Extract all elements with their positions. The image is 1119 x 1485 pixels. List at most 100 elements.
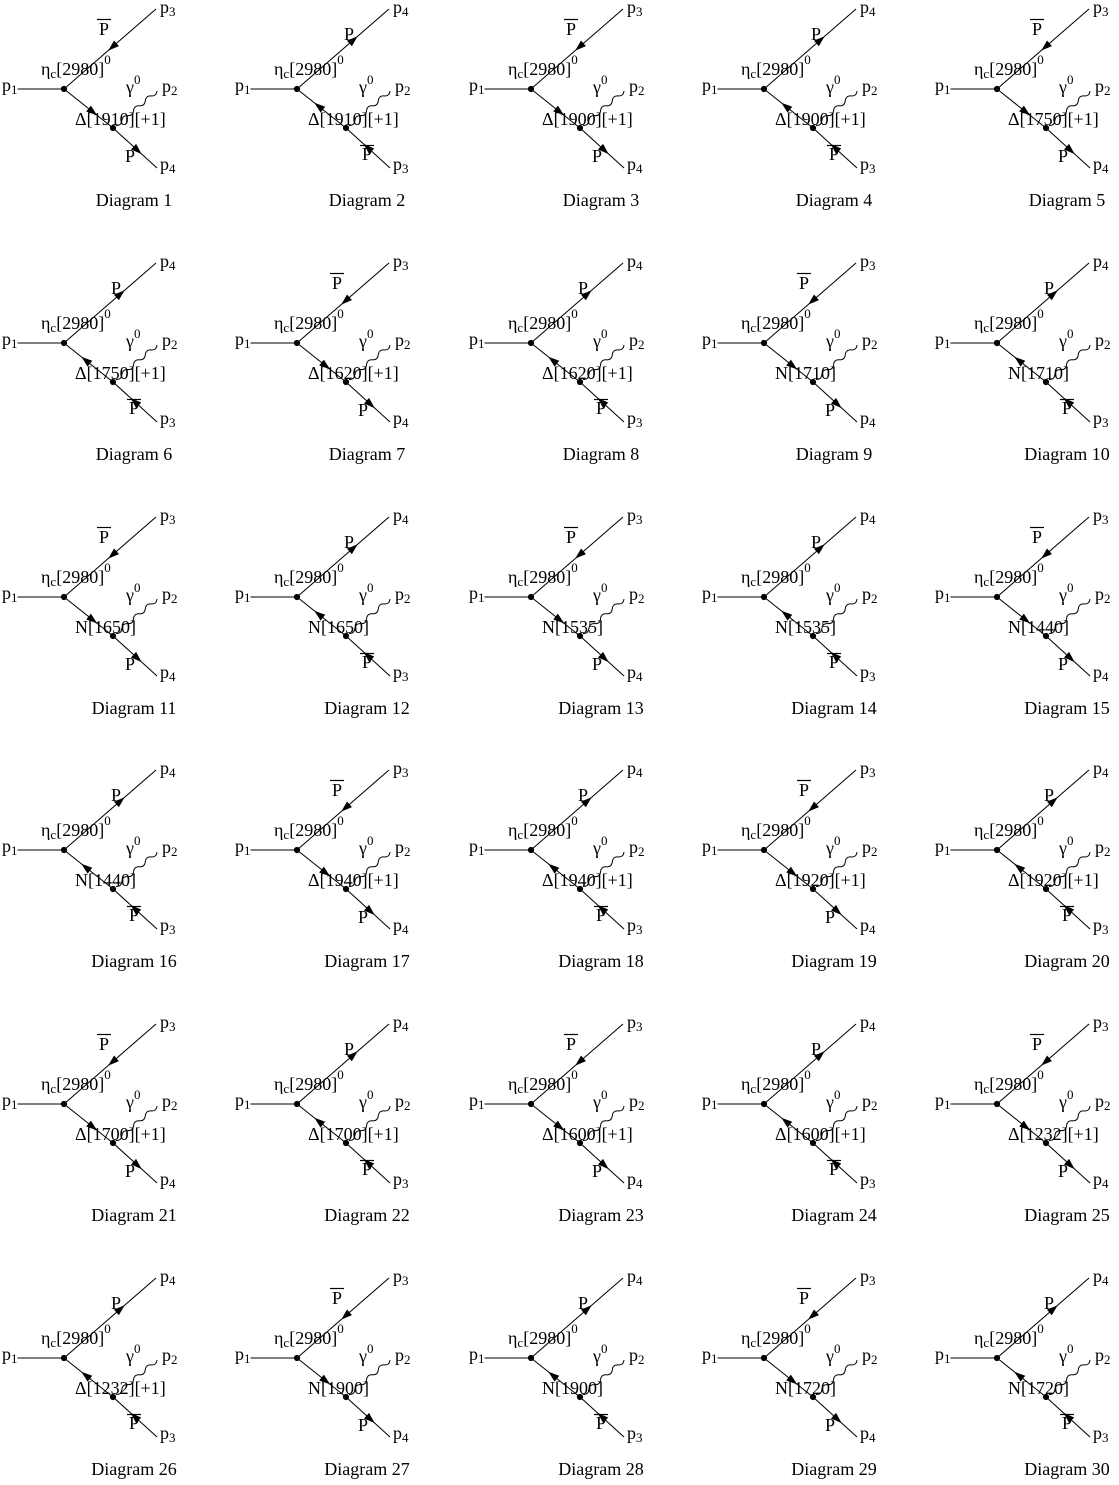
top-outgoing-line bbox=[530, 769, 623, 851]
bottom-particle-label: P bbox=[1058, 1161, 1068, 1181]
top-particle-label: P bbox=[332, 780, 342, 800]
propagator-arrow-icon bbox=[314, 1117, 326, 1128]
propagator-arrow-icon bbox=[781, 610, 793, 621]
bottom-particle-label: P bbox=[591, 654, 601, 674]
incoming-momentum-label: p1 bbox=[469, 583, 485, 605]
photon-label: γ0 bbox=[125, 833, 140, 858]
top-momentum-label: p4 bbox=[393, 508, 409, 527]
bottom-line-arrow-icon bbox=[597, 1412, 608, 1424]
photon-wavy-line bbox=[815, 598, 858, 634]
photon-wavy-line bbox=[1048, 852, 1091, 888]
top-momentum-label: p3 bbox=[627, 1015, 643, 1034]
primary-vertex-dot bbox=[527, 1354, 534, 1362]
primary-vertex-dot bbox=[760, 339, 767, 346]
top-particle-label: P bbox=[99, 1034, 109, 1054]
initial-state-label: ηc[2980]0 bbox=[508, 813, 578, 842]
propagator-arrow-icon bbox=[319, 1374, 331, 1385]
photon-label: γ0 bbox=[825, 1087, 840, 1112]
initial-state-label: ηc[2980]0 bbox=[741, 560, 811, 589]
feynman-diagram-cell-29: p1 ηc[2980]0 P p3 γ0 p2 N[1720] P p4 Dia… bbox=[700, 1266, 933, 1485]
initial-state-label: ηc[2980]0 bbox=[974, 813, 1044, 842]
bottom-particle-label: P bbox=[129, 398, 139, 418]
propagator-arrow-icon bbox=[1019, 1120, 1031, 1131]
resonance-label: Δ[1920][+1] bbox=[1008, 870, 1099, 890]
top-outgoing-line bbox=[296, 516, 390, 597]
primary-vertex-dot bbox=[294, 1101, 301, 1108]
photon-label: γ0 bbox=[1058, 1087, 1073, 1112]
resonance-label: Δ[1750][+1] bbox=[75, 363, 166, 383]
feynman-diagram: p1 ηc[2980]0 P p4 γ0 p2 N[1650] P p3 Dia… bbox=[235, 505, 411, 718]
bottom-line-arrow-icon bbox=[1063, 905, 1075, 916]
primary-vertex-dot bbox=[60, 339, 68, 346]
feynman-diagram: p1 ηc[2980]0 P p3 γ0 p2 N[1535] P p4 Dia… bbox=[469, 505, 645, 718]
top-momentum-label: p3 bbox=[860, 254, 876, 273]
resonance-label: Δ[1620][+1] bbox=[308, 363, 399, 383]
diagram-caption: Diagram 5 bbox=[1029, 190, 1105, 210]
incoming-momentum-label: p1 bbox=[469, 329, 485, 351]
top-particle-label: P bbox=[577, 278, 587, 298]
top-momentum-label: p3 bbox=[160, 508, 176, 527]
photon-momentum-label: p2 bbox=[1095, 1091, 1111, 1113]
secondary-vertex-dot bbox=[109, 1393, 117, 1401]
top-line-arrow-icon bbox=[341, 801, 353, 812]
bottom-particle-label: P bbox=[1062, 905, 1072, 925]
bottom-particle-label: P bbox=[129, 1413, 139, 1433]
bottom-particle-label: P bbox=[825, 1415, 835, 1435]
feynman-diagram: p1 ηc[2980]0 P p4 γ0 p2 Δ[1700][+1] P p3… bbox=[235, 1012, 411, 1225]
feynman-diagram: p1 ηc[2980]0 P p3 γ0 p2 Δ[1940][+1] P p4… bbox=[235, 758, 411, 971]
bottom-momentum-label: p3 bbox=[627, 1423, 643, 1445]
diagram-caption: Diagram 13 bbox=[558, 698, 643, 718]
photon-wavy-line bbox=[815, 1106, 858, 1142]
primary-vertex-dot bbox=[993, 847, 1001, 854]
bottom-momentum-label: p3 bbox=[1093, 1423, 1109, 1445]
diagram-caption: Diagram 21 bbox=[91, 1205, 176, 1225]
propagator-arrow-icon bbox=[1014, 1371, 1026, 1382]
top-line-arrow-icon bbox=[347, 543, 358, 554]
top-particle-label: P bbox=[111, 1293, 121, 1313]
photon-label: γ0 bbox=[825, 833, 840, 858]
bottom-momentum-label: p3 bbox=[393, 1169, 409, 1191]
initial-state-label: ηc[2980]0 bbox=[274, 1067, 344, 1096]
top-line-arrow-icon bbox=[574, 1055, 586, 1066]
propagator-arrow-icon bbox=[314, 610, 326, 621]
initial-state-label: ηc[2980]0 bbox=[508, 52, 578, 81]
secondary-vertex-dot bbox=[576, 632, 583, 639]
diagram-caption: Diagram 26 bbox=[91, 1459, 176, 1479]
propagator-arrow-icon bbox=[81, 864, 93, 874]
incoming-momentum-label: p1 bbox=[702, 75, 718, 97]
top-outgoing-line bbox=[763, 8, 857, 90]
incoming-momentum-label: p1 bbox=[702, 1344, 718, 1366]
feynman-diagram: p1 ηc[2980]0 P p3 γ0 p2 Δ[1920][+1] P p4… bbox=[702, 758, 878, 971]
bottom-line-arrow-icon bbox=[364, 1412, 375, 1424]
feynman-diagram-cell-25: p1 ηc[2980]0 P p3 γ0 p2 Δ[1232][+1] P p4… bbox=[933, 1012, 1119, 1269]
top-particle-label: P bbox=[799, 780, 809, 800]
top-momentum-label: p4 bbox=[1093, 761, 1109, 780]
top-line-arrow-icon bbox=[813, 1051, 825, 1062]
photon-label: γ0 bbox=[1058, 833, 1073, 858]
propagator-arrow-icon bbox=[547, 356, 559, 367]
incoming-momentum-label: p1 bbox=[702, 583, 718, 605]
bottom-line-arrow-icon bbox=[363, 651, 375, 662]
bottom-line-arrow-icon bbox=[830, 143, 841, 155]
feynman-diagram-cell-6: p1 ηc[2980]0 P p4 γ0 p2 Δ[1750][+1] P p3… bbox=[0, 251, 233, 508]
photon-wavy-line bbox=[815, 344, 858, 380]
incoming-momentum-label: p1 bbox=[469, 836, 485, 858]
top-particle-label: P bbox=[799, 273, 809, 293]
top-line-arrow-icon bbox=[813, 36, 825, 47]
resonance-label: Δ[1600][+1] bbox=[775, 1124, 866, 1144]
top-particle-label: P bbox=[1032, 19, 1042, 39]
top-particle-label: P bbox=[565, 1034, 575, 1054]
bottom-particle-label: P bbox=[591, 1161, 601, 1181]
photon-wavy-line bbox=[115, 1106, 158, 1142]
resonance-label: Δ[1232][+1] bbox=[75, 1378, 166, 1398]
resonance-propagator-line bbox=[296, 1357, 347, 1398]
resonance-label: Δ[1750][+1] bbox=[1008, 109, 1099, 129]
resonance-propagator-line bbox=[63, 1103, 114, 1144]
feynman-diagram-cell-16: p1 ηc[2980]0 P p4 γ0 p2 N[1440] P p3 Dia… bbox=[0, 758, 233, 1015]
bottom-line-arrow-icon bbox=[130, 1412, 142, 1424]
initial-state-label: ηc[2980]0 bbox=[974, 1321, 1044, 1350]
photon-momentum-label: p2 bbox=[162, 1345, 178, 1367]
feynman-diagram-cell-20: p1 ηc[2980]0 P p4 γ0 p2 Δ[1920][+1] P p3… bbox=[933, 758, 1119, 1015]
bottom-line-arrow-icon bbox=[830, 1159, 841, 1170]
